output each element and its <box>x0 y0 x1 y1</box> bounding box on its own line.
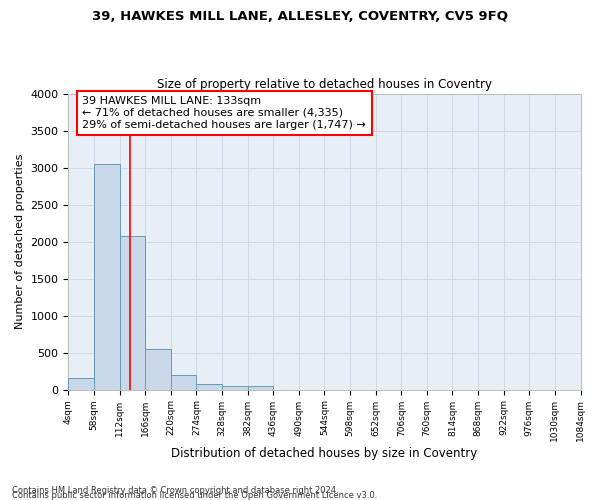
Text: 39 HAWKES MILL LANE: 133sqm
← 71% of detached houses are smaller (4,335)
29% of : 39 HAWKES MILL LANE: 133sqm ← 71% of det… <box>82 96 366 130</box>
Bar <box>248 386 273 390</box>
Bar <box>222 386 248 390</box>
Bar <box>171 375 196 390</box>
Bar <box>145 349 171 390</box>
Bar <box>68 378 94 390</box>
Bar <box>196 384 222 390</box>
Text: Contains public sector information licensed under the Open Government Licence v3: Contains public sector information licen… <box>12 491 377 500</box>
Title: Size of property relative to detached houses in Coventry: Size of property relative to detached ho… <box>157 78 492 91</box>
Bar <box>119 236 145 390</box>
X-axis label: Distribution of detached houses by size in Coventry: Distribution of detached houses by size … <box>172 447 478 460</box>
Bar <box>94 164 119 390</box>
Y-axis label: Number of detached properties: Number of detached properties <box>15 154 25 330</box>
Text: Contains HM Land Registry data © Crown copyright and database right 2024.: Contains HM Land Registry data © Crown c… <box>12 486 338 495</box>
Text: 39, HAWKES MILL LANE, ALLESLEY, COVENTRY, CV5 9FQ: 39, HAWKES MILL LANE, ALLESLEY, COVENTRY… <box>92 10 508 23</box>
